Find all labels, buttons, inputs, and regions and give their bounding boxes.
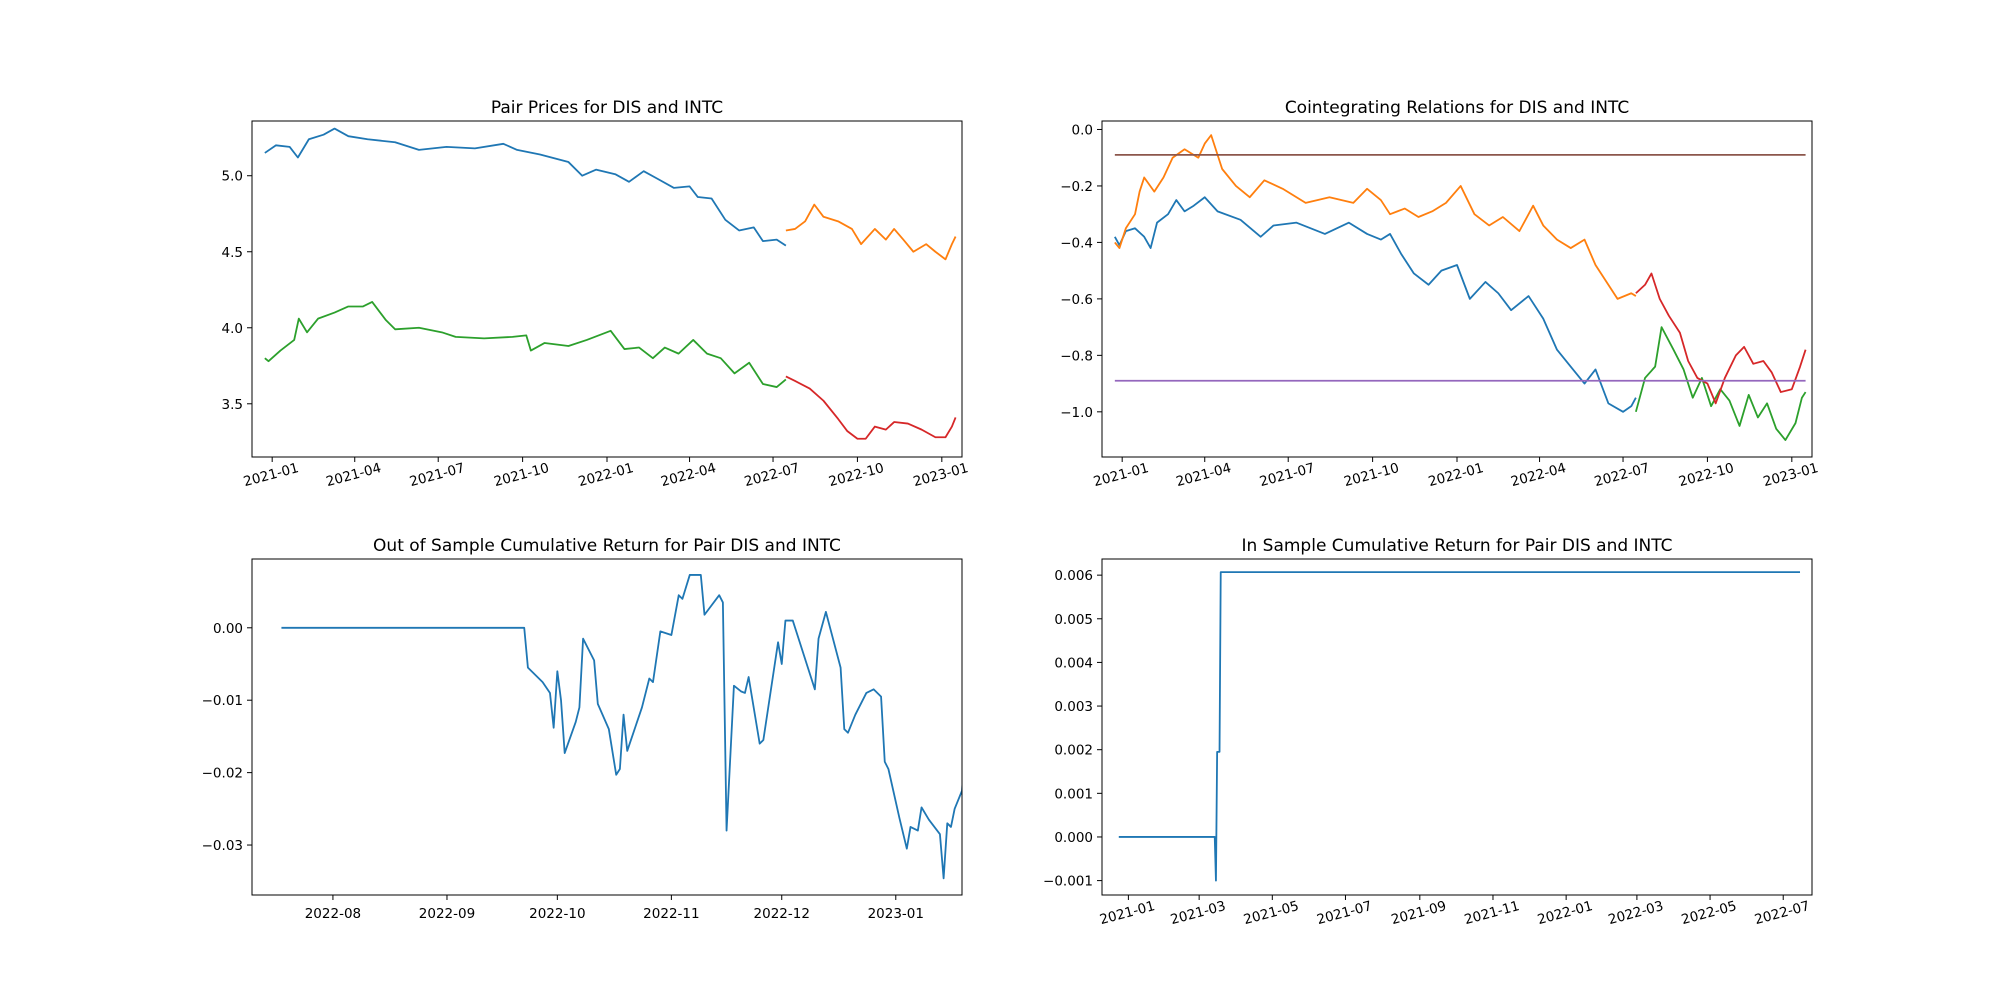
- series-line-4: [785, 375, 957, 440]
- plot-lines: [1114, 134, 1807, 441]
- y-tick-label: 4.0: [222, 321, 243, 337]
- series-line-3: [1635, 326, 1807, 441]
- y-tick-label: 3.5: [222, 397, 243, 413]
- y-tick-label: −0.02: [202, 766, 243, 782]
- y-tick-label: −0.001: [1043, 874, 1093, 890]
- y-tick-label: 0.001: [1054, 786, 1093, 802]
- y-tick-label: 0.0: [1072, 122, 1093, 138]
- y-tick-label: 0.002: [1054, 743, 1093, 759]
- x-tick-label: 2023-01: [868, 906, 924, 922]
- y-tick-label: 5.0: [222, 169, 243, 185]
- chart-title: In Sample Cumulative Return for Pair DIS…: [1241, 536, 1672, 556]
- series-line-2: [785, 203, 957, 261]
- y-tick-label: −1.0: [1060, 405, 1093, 421]
- plot-lines: [1118, 571, 1801, 882]
- series-line-1: [281, 574, 962, 880]
- plot-lines: [281, 574, 962, 880]
- y-tick-label: 0.000: [1054, 830, 1093, 846]
- series-line-1: [1114, 196, 1637, 413]
- x-tick-label: 2022-11: [643, 906, 699, 922]
- x-tick-label: 2022-12: [754, 906, 810, 922]
- y-tick-label: −0.4: [1060, 235, 1093, 251]
- y-tick-label: 0.003: [1054, 699, 1093, 715]
- chart-out-of-sample-return: Out of Sample Cumulative Return for Pair…: [202, 536, 963, 922]
- y-tick-label: 0.00: [213, 621, 243, 637]
- y-tick-label: −0.2: [1060, 179, 1093, 195]
- series-line-3: [264, 301, 787, 388]
- plot-lines: [264, 127, 957, 440]
- x-tick-label: 2022-09: [419, 906, 475, 922]
- y-tick-label: −0.6: [1060, 292, 1093, 308]
- y-tick-label: 4.5: [222, 245, 243, 261]
- chart-title: Out of Sample Cumulative Return for Pair…: [373, 536, 841, 556]
- y-tick-label: −0.8: [1060, 348, 1093, 364]
- x-tick-label: 2022-08: [305, 906, 361, 922]
- plot-frame: [251, 558, 963, 896]
- chart-title: Cointegrating Relations for DIS and INTC: [1285, 98, 1629, 118]
- chart-title: Pair Prices for DIS and INTC: [491, 98, 723, 118]
- series-line-1: [264, 127, 787, 247]
- y-tick-label: −0.01: [202, 693, 243, 709]
- y-tick-label: 0.004: [1054, 655, 1093, 671]
- y-tick-label: 0.006: [1054, 568, 1093, 584]
- series-line-1: [1118, 571, 1801, 882]
- plot-frame: [1101, 558, 1813, 896]
- x-tick-label: 2022-10: [529, 906, 585, 922]
- y-tick-label: 0.005: [1054, 612, 1093, 628]
- series-line-2: [1114, 134, 1637, 300]
- y-tick-label: −0.03: [202, 838, 243, 854]
- series-line-4: [1635, 272, 1807, 405]
